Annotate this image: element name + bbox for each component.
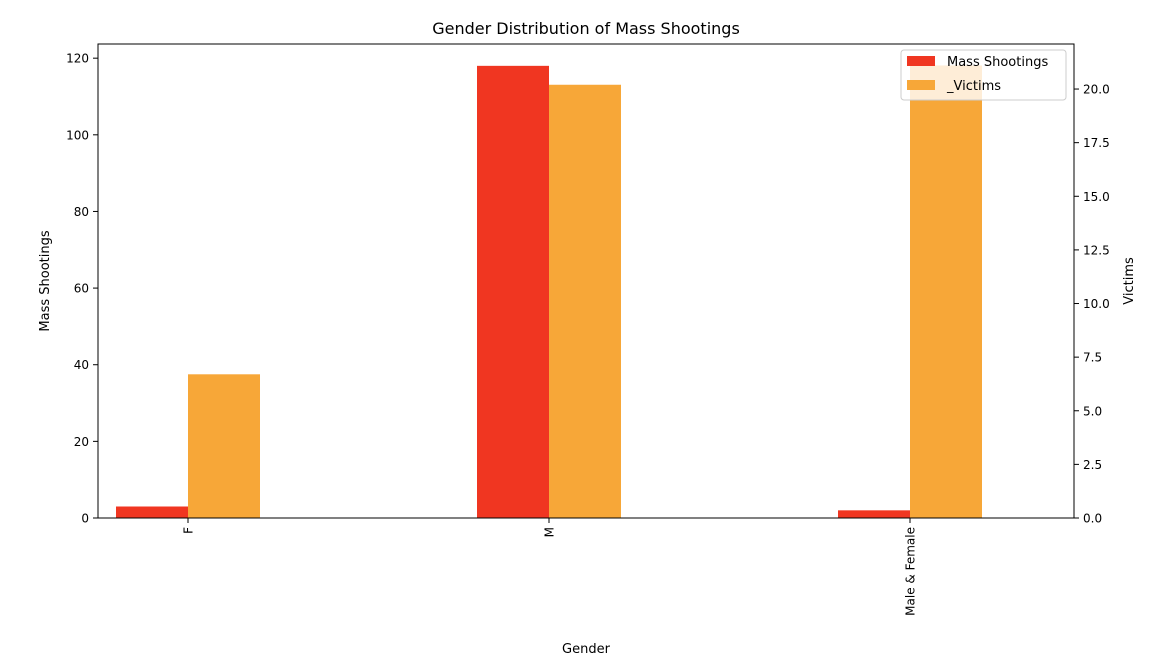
y-tick-label-right: 12.5 xyxy=(1083,243,1110,257)
y-tick-label-right: 20.0 xyxy=(1083,83,1110,97)
bar-mass-shootings-1 xyxy=(477,65,549,518)
y-tick-label-right: 2.5 xyxy=(1083,458,1102,472)
x-tick-label: F xyxy=(182,527,196,534)
y-tick-label-left: 80 xyxy=(74,205,89,219)
y-axis-label-left: Mass Shootings xyxy=(38,230,53,331)
y-axis-label-right: Victims xyxy=(1122,257,1137,305)
legend-box xyxy=(900,49,1067,101)
plot-frame xyxy=(97,43,1075,519)
legend-swatch-0 xyxy=(907,56,935,66)
legend: Mass Shootings _Victims xyxy=(900,49,1067,101)
bars-group xyxy=(116,65,982,518)
legend-label-1: _Victims xyxy=(946,79,1001,94)
y-tick-label-left: 20 xyxy=(74,435,89,449)
y-tick-label-left: 40 xyxy=(74,358,89,372)
y-tick-label-right: 10.0 xyxy=(1083,297,1110,311)
axes-group: 0 20 40 60 80 100 120 0.0 2.5 5.0 7.5 10.0 12.5 15.0 1… xyxy=(66,43,1110,616)
x-tick-label: M xyxy=(543,527,557,537)
x-axis-label: Gender xyxy=(562,642,611,657)
y-tick-label-left: 120 xyxy=(66,52,89,66)
legend-swatch-1 xyxy=(907,80,935,90)
bar-victims-2 xyxy=(910,65,982,518)
bar-victims-1 xyxy=(549,84,621,518)
chart-title: Gender Distribution of Mass Shootings xyxy=(432,19,740,38)
y-tick-label-left: 0 xyxy=(81,512,89,526)
bar-mass-shootings-0 xyxy=(116,506,188,518)
legend-label-0: Mass Shootings xyxy=(947,55,1048,70)
bar-mass-shootings-2 xyxy=(838,510,910,518)
y-tick-label-right: 7.5 xyxy=(1083,351,1102,365)
bar-victims-0 xyxy=(188,374,260,518)
y-tick-label-right: 15.0 xyxy=(1083,190,1110,204)
y-tick-label-right: 17.5 xyxy=(1083,136,1110,150)
x-tick-label: Male & Female xyxy=(904,527,918,616)
y-tick-label-right: 5.0 xyxy=(1083,404,1102,418)
y-tick-label-left: 60 xyxy=(74,282,89,296)
y-tick-label-left: 100 xyxy=(66,128,89,142)
y-tick-label-right: 0.0 xyxy=(1083,512,1102,526)
